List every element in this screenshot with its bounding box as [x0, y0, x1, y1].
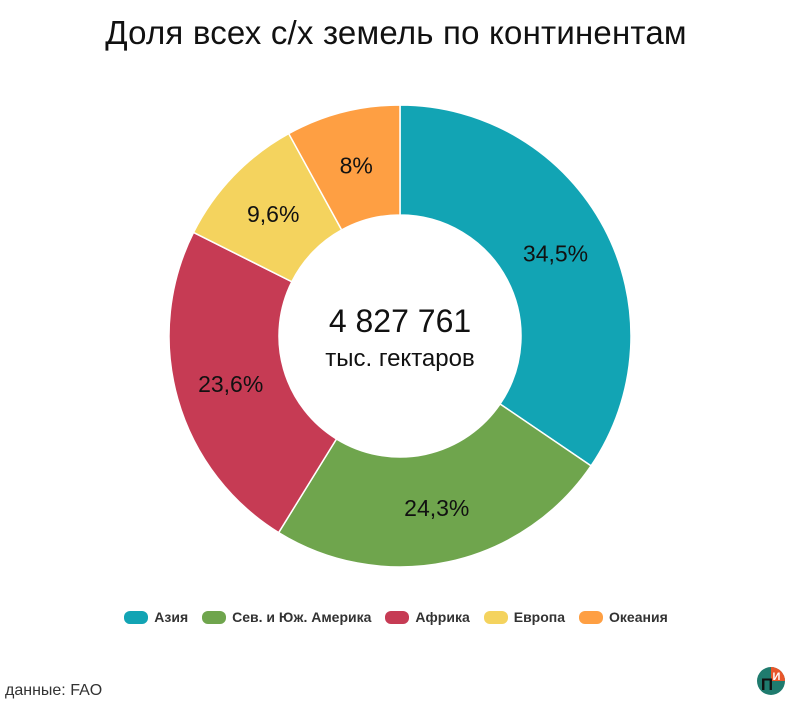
legend-swatch: [385, 610, 410, 624]
center-total-value: 4 827 761: [329, 303, 471, 339]
slice-value-label-1: 34,5%: [523, 241, 588, 267]
legend-label: Океания: [609, 609, 668, 625]
donut-slice-5: [287, 104, 401, 231]
legend-swatch: [202, 610, 227, 624]
legend-swatch: [124, 610, 149, 624]
legend-label: Африка: [415, 609, 470, 625]
chart-legend: Азия Сев. и Юж. Америка Африка Европа Океани…: [0, 609, 792, 625]
legend-item-3[interactable]: Африка: [385, 609, 470, 625]
legend-item-5[interactable]: Океания: [579, 609, 668, 625]
legend-swatch: [579, 610, 604, 624]
legend-label: Сев. и Юж. Америка: [232, 609, 372, 625]
donut-slice-2: [277, 402, 593, 568]
donut-slice-labels: 34,5% 24,3% 23,6% 9,6% 8%: [198, 153, 588, 522]
legend-label: Азия: [154, 609, 189, 625]
legend-item-4[interactable]: Европа: [483, 609, 566, 625]
slice-value-label-5: 8%: [340, 153, 373, 179]
donut-chart: 34,5% 24,3% 23,6% 9,6% 8% 4 827 761 тыс. гек…: [168, 104, 632, 568]
pi-logo-icon: П И: [757, 667, 785, 695]
legend-label: Европа: [513, 609, 566, 625]
donut-slices: [168, 104, 632, 568]
center-total-unit: тыс. гектаров: [325, 345, 474, 372]
slice-value-label-2: 24,3%: [404, 495, 469, 521]
legend-swatch: [483, 610, 508, 624]
legend-item-1[interactable]: Азия: [124, 609, 188, 625]
logo-letter-p: П: [761, 675, 773, 694]
donut-slice-1: [399, 104, 632, 467]
legend-item-2[interactable]: Сев. и Юж. Америка: [202, 609, 371, 625]
slice-value-label-3: 23,6%: [198, 371, 263, 397]
data-source-note: данные: FAO: [5, 682, 103, 699]
slice-value-label-4: 9,6%: [247, 201, 299, 227]
donut-slice-3: [168, 231, 338, 534]
chart-title: Доля всех с/х земель по континентам: [105, 14, 687, 51]
logo-letter-i: И: [773, 671, 781, 683]
